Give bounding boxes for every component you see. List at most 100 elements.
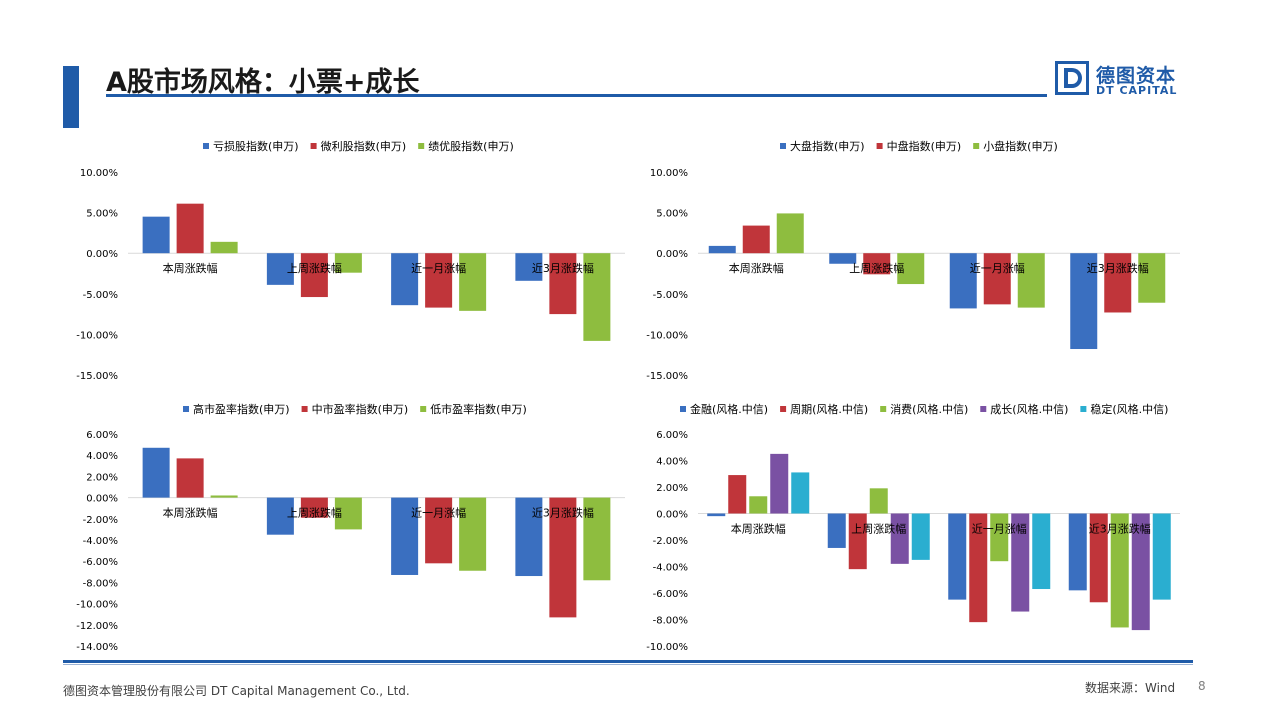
chart-svg: 10.00% 5.00% 0.00% -5.00% -10.00% -15.00% 本周涨跌… [646,139,1180,382]
legend-swatch [420,406,427,412]
legend-swatch [1080,406,1087,412]
legend-label: 稳定(风格.中信) [1090,402,1168,416]
bar-2-1 [897,253,925,285]
bar-1-1 [848,513,867,570]
y-tick-label: -15.00% [646,371,688,382]
y-tick-label: -2.00% [83,515,118,526]
legend-swatch [183,406,189,412]
bar-2-3 [1110,513,1129,628]
bar-0-3 [1068,513,1087,591]
bar-1-3 [1089,513,1108,603]
bar-4-1 [911,513,930,560]
bar-3-2 [1011,513,1030,612]
bar-1-3 [549,497,577,618]
y-tick-label: -8.00% [653,616,688,627]
legend-swatch [310,143,317,149]
bar-2-1 [869,488,888,514]
bar-3-3 [1131,513,1150,631]
bar-2-0 [776,213,804,254]
y-tick-label: -4.00% [653,563,688,574]
footer-rule-thin [63,664,1193,665]
y-tick-label: 6.00% [86,430,118,441]
legend-swatch [418,143,425,149]
bar-2-3 [583,497,611,581]
chart-svg: 6.00% 4.00% 2.00% 0.00% -2.00% -4.00% -6.00% -8… [76,402,625,653]
bar-4-0 [791,472,810,514]
bar-0-1 [829,253,857,264]
y-tick-label: -5.00% [83,290,118,301]
legend-swatch [680,406,686,412]
legend-label: 成长(风格.中信) [990,402,1068,416]
bar-1-1 [863,253,891,275]
y-tick-label: -12.00% [76,621,118,632]
category-label: 近3月涨跌幅 [532,261,594,275]
bar-4-2 [1032,513,1051,590]
y-tick-label: -2.00% [653,536,688,547]
y-tick-label: 0.00% [86,249,118,260]
bar-0-0 [708,245,736,254]
bar-1-0 [176,458,204,498]
bar-2-0 [210,495,238,498]
category-label: 上周涨跌幅 [287,261,342,275]
legend-label: 周期(风格.中信) [790,402,868,416]
bar-0-2 [949,253,977,309]
bar-2-1 [334,497,362,530]
bar-0-0 [142,447,170,498]
legend-swatch [780,143,786,149]
chart-svg: 10.00% 5.00% 0.00% -5.00% -10.00% -15.00% 本周涨跌… [76,139,625,382]
y-tick-label: 2.00% [86,472,118,483]
y-tick-label: 5.00% [86,209,118,220]
chart-citic-style: 6.00% 4.00% 2.00% 0.00% -2.00% -4.00% -6.00% -8… [640,396,1190,658]
bar-0-0 [707,513,726,517]
legend-label: 大盘指数(申万) [790,139,865,153]
category-label: 上周涨跌幅 [287,506,342,520]
y-tick-label: -5.00% [653,290,688,301]
legend-swatch [880,406,887,412]
bar-2-0 [210,241,238,254]
y-tick-label: 10.00% [650,168,688,179]
legend-swatch [203,143,209,149]
category-label: 近一月涨幅 [411,507,466,520]
bar-1-2 [425,497,453,564]
y-tick-label: -10.00% [76,600,118,611]
bar-2-3 [583,253,611,341]
bar-2-2 [459,497,487,571]
y-tick-label: 0.00% [86,494,118,505]
y-tick-label: -15.00% [76,371,118,382]
y-tick-label: 5.00% [656,209,688,220]
bar-0-2 [948,513,967,600]
category-label: 上周涨跌幅 [849,261,904,275]
legend-label: 高市盈率指数(申万) [193,402,290,416]
legend-label: 中盘指数(申万) [887,139,962,153]
bar-3-0 [770,453,789,514]
logo-chinese-name: 德图资本 [1096,65,1177,87]
y-tick-label: -14.00% [76,642,118,653]
bar-4-3 [1152,513,1171,600]
logo-d-icon [1055,61,1089,95]
logo-english-name: DT CAPITAL [1096,84,1178,97]
legend-label: 微利股指数(申万) [321,139,407,153]
legend-swatch [980,406,987,412]
bar-2-0 [749,496,768,514]
bar-2-1 [334,253,362,273]
category-label: 上周涨跌幅 [851,522,906,536]
category-label: 本周涨跌幅 [731,522,786,536]
y-tick-label: -10.00% [646,642,688,653]
legend-label: 金融(风格.中信) [690,402,768,416]
bar-0-0 [142,216,170,254]
legend-label: 亏损股指数(申万) [213,139,299,153]
y-tick-label: -10.00% [646,330,688,341]
bar-1-2 [983,253,1011,305]
legend-label: 绩优股指数(申万) [428,139,514,153]
y-tick-label: 10.00% [80,168,118,179]
y-tick-label: 4.00% [656,457,688,468]
bar-1-3 [1104,253,1132,313]
y-tick-label: 0.00% [656,249,688,260]
bar-0-2 [391,253,419,306]
category-label: 本周涨跌幅 [163,261,218,275]
bar-0-3 [515,253,543,281]
title-underline [106,94,1047,97]
legend-label: 低市盈率指数(申万) [430,402,527,416]
y-tick-label: 0.00% [656,510,688,521]
y-tick-label: -6.00% [653,589,688,600]
